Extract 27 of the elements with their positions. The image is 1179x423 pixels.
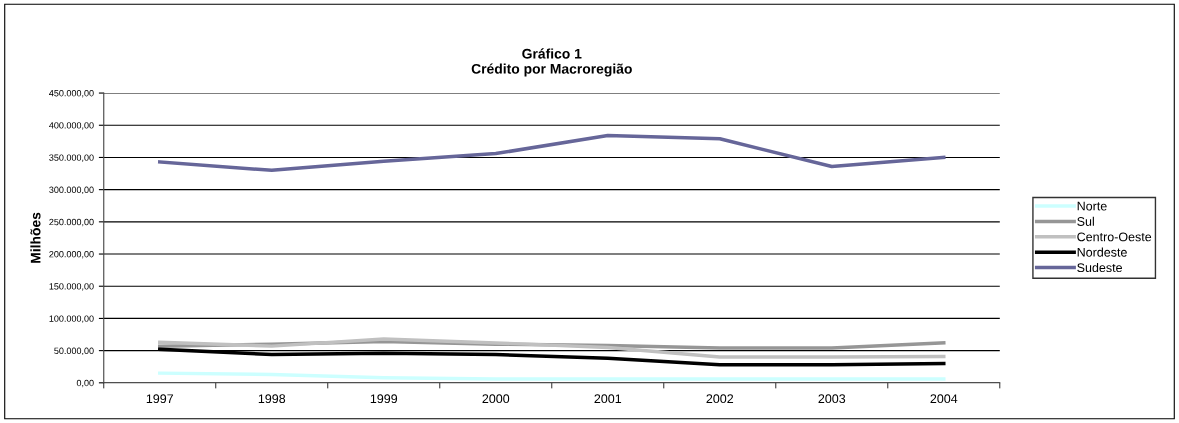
y-tick-label: 250.000,00 [49, 218, 94, 227]
y-tick-label: 450.000,00 [49, 90, 94, 98]
x-tick-label: 2001 [594, 394, 622, 404]
x-tick-label: 2000 [482, 394, 510, 404]
legend-label: Sudeste [1077, 262, 1122, 273]
y-tick-label: 200.000,00 [49, 251, 94, 259]
y-tick-label: 100.000,00 [49, 315, 94, 323]
x-tick-label: 2004 [930, 394, 958, 404]
legend-label: Nordeste [1077, 247, 1127, 257]
y-tick-label: 400.000,00 [49, 122, 94, 130]
y-axis-title: Milhões [30, 212, 41, 263]
chart-title: Gráfico 1 Crédito por Macroregião [471, 48, 632, 77]
x-tick-label: 1999 [370, 394, 398, 404]
x-tick-label: 1997 [146, 394, 174, 404]
x-tick-label: 2003 [818, 394, 846, 404]
x-tick-label: 2002 [706, 394, 734, 404]
x-tick-label: 1998 [258, 394, 286, 404]
y-tick-label: 150.000,00 [49, 283, 94, 291]
y-tick-label: 0,00 [76, 379, 94, 388]
legend-label: Centro-Oeste [1077, 232, 1152, 242]
y-tick-label: 50.000,00 [54, 347, 94, 356]
line-series [158, 337, 946, 359]
legend-label: Sul [1077, 216, 1094, 226]
y-tick-label: 300.000,00 [49, 186, 94, 195]
y-tick-label: 350.000,00 [49, 154, 94, 162]
legend-label: Norte [1077, 201, 1107, 211]
line-series [158, 133, 946, 173]
